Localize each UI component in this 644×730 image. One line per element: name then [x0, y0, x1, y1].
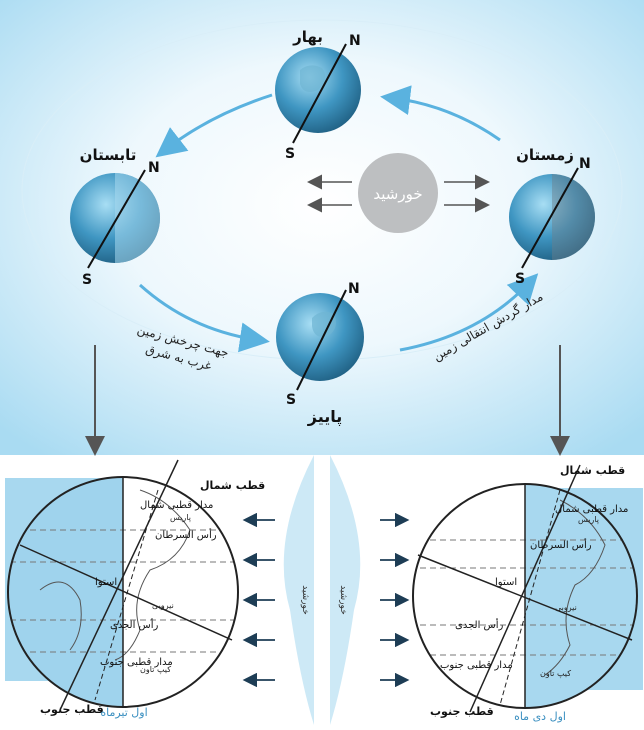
rays-left [242, 512, 275, 688]
winter-label: زمستان [516, 146, 574, 164]
left-city-paris: پاریس [170, 513, 191, 522]
rays-right [380, 512, 410, 688]
right-north-pole: قطب شمال [560, 464, 625, 477]
globe-winter [509, 167, 595, 269]
sun-strip-left-label: خورشید [300, 585, 310, 615]
globe-spring [275, 43, 361, 144]
left-south-pole: قطب جنوب [40, 703, 104, 716]
spring-north-label: N [349, 33, 361, 49]
autumn-south-label: S [286, 392, 296, 408]
right-date-label: اول دی ماه [514, 710, 566, 723]
spring-label: بهار [292, 28, 323, 46]
right-arctic-circle: مدار قطبی شمال [555, 504, 628, 515]
left-tropic-cancer: رأس السرطان [155, 528, 217, 541]
right-city-paris: پاریس [578, 515, 599, 524]
left-antarctic-circle: مدار قطبی جنوب [100, 657, 173, 668]
orbit-arrow-summer-autumn [138, 283, 270, 353]
left-equator: استوا [95, 577, 117, 588]
right-city-capetown: کیپ تاون [540, 669, 571, 678]
right-city-nairobi: نیروبی [555, 603, 577, 612]
right-south-pole: قطب جنوب [430, 705, 494, 718]
orbit-arrow-autumn-winter [399, 273, 539, 352]
right-equator: استوا [495, 577, 517, 588]
left-date-label: اول تیرماه [100, 706, 147, 719]
sun-strip [283, 455, 361, 725]
summer-north-label: N [148, 160, 160, 176]
autumn-north-label: N [348, 281, 360, 297]
bottom-right-panel [412, 464, 643, 713]
globe-autumn [276, 289, 364, 391]
autumn-label: پاییز [307, 407, 343, 427]
sun-strip-right-label: خورشید [338, 585, 348, 615]
orbit-arrow-winter-spring [380, 85, 501, 142]
left-north-pole: قطب شمال [200, 479, 265, 492]
right-tropic-capricorn: رأس الجدی [455, 618, 504, 631]
winter-north-label: N [579, 156, 591, 172]
winter-south-label: S [515, 271, 525, 287]
sun-label: خورشید [373, 185, 422, 203]
summer-label: تابستان [80, 146, 137, 164]
globe-summer [70, 169, 160, 269]
summer-south-label: S [82, 272, 92, 288]
orbit-arrow-spring-summer [155, 93, 273, 158]
right-antarctic-circle: مدار قطبی جنوب [440, 660, 513, 671]
sun [358, 153, 438, 233]
left-arctic-circle: مدار قطبی شمال [140, 500, 213, 511]
bottom-left-panel [5, 459, 239, 711]
left-city-nairobi: نیروبی [152, 601, 174, 610]
spring-south-label: S [285, 146, 295, 162]
left-tropic-capricorn: رأس الجدی [110, 618, 159, 631]
left-city-capetown: کیپ تاون [140, 665, 171, 674]
right-tropic-cancer: رأس السرطان [530, 538, 592, 551]
